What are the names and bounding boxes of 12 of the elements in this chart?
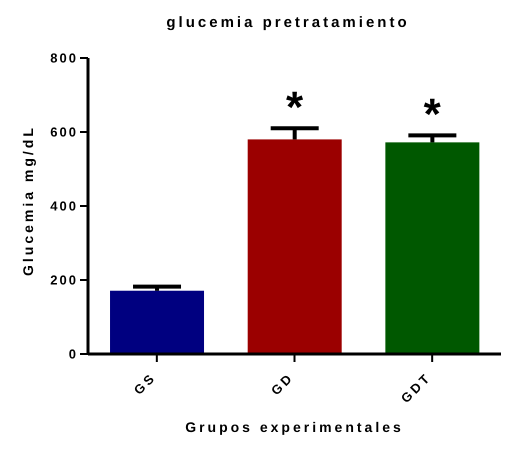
y-tick-label: 800 <box>50 50 78 66</box>
annotation: * <box>424 90 442 139</box>
y-tick-label: 0 <box>68 346 78 362</box>
y-tick-label: 200 <box>50 272 78 288</box>
y-axis-title: Glucemia mg/dL <box>20 125 36 276</box>
chart-title: glucemia pretratamiento <box>165 14 411 31</box>
y-tick-label: 400 <box>50 198 78 214</box>
y-tick-label: 600 <box>50 124 78 140</box>
x-tick-label: GD <box>268 370 297 398</box>
annotation: * <box>286 82 304 132</box>
x-tick-label: GS <box>130 370 159 398</box>
x-axis-title: Grupos experimentales <box>185 419 404 435</box>
